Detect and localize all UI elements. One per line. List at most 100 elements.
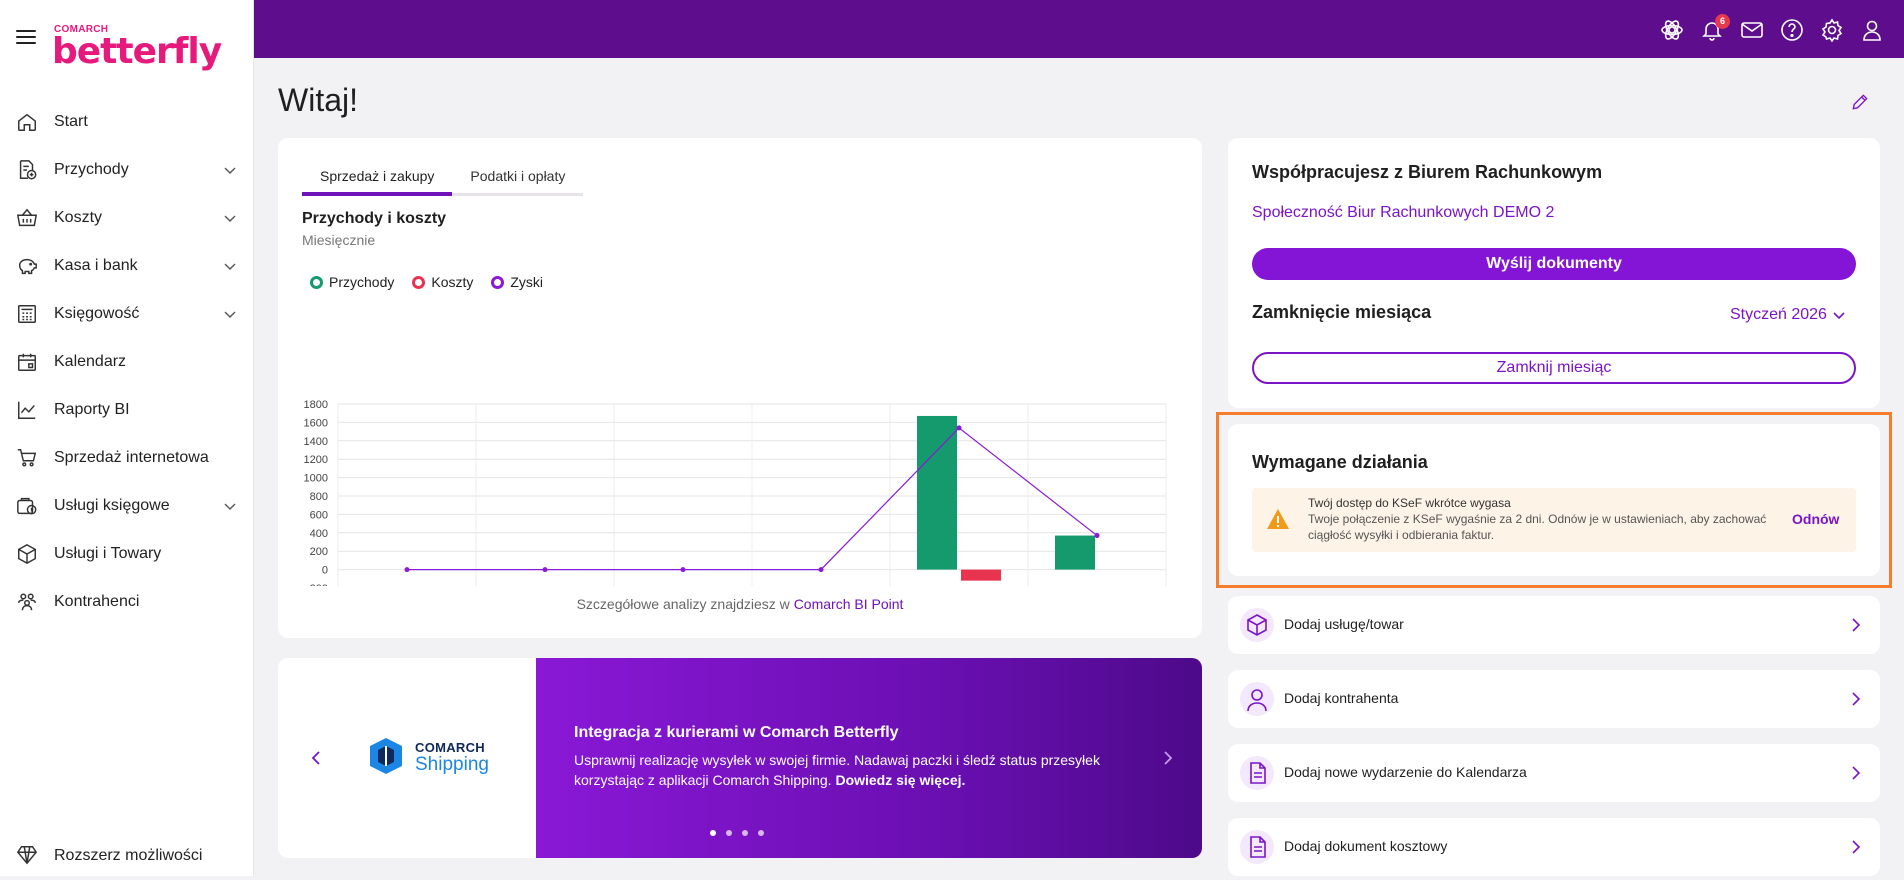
sidebar-item-sprzedaz-internetowa[interactable]: Sprzedaż internetowa	[0, 434, 254, 482]
integrations-icon[interactable]	[1660, 18, 1684, 42]
mail-icon[interactable]	[1740, 18, 1764, 42]
carousel-dot[interactable]	[726, 830, 732, 836]
renew-button[interactable]: Odnów	[1792, 511, 1840, 527]
y-tick-label: 600	[310, 509, 328, 521]
required-actions-title: Wymagane działania	[1252, 452, 1428, 472]
chevron-left-icon[interactable]	[308, 750, 324, 766]
sidebar-item-raporty-bi[interactable]: Raporty BI	[0, 386, 254, 434]
help-icon[interactable]	[1780, 18, 1804, 42]
month-close-title: Zamknięcie miesiąca	[1252, 302, 1432, 322]
alert-title: Twój dostęp do KSeF wkrótce wygasa	[1308, 496, 1511, 510]
sidebar-item-przychody[interactable]: Przychody	[0, 146, 254, 194]
pencil-icon[interactable]	[1850, 92, 1870, 112]
accounting-office-link[interactable]: Społeczność Biur Rachunkowych DEMO 2	[1252, 204, 1555, 221]
send-documents-button[interactable]: Wyślij dokumenty	[1252, 248, 1856, 280]
quick-action-add-contractor[interactable]: Dodaj kontrahenta	[1228, 670, 1880, 728]
month-select-value: Styczeń 2026	[1730, 306, 1827, 323]
shipping-logo-line1: COMARCH	[415, 740, 485, 755]
box-icon	[1240, 608, 1274, 642]
month-select[interactable]: Styczeń 2026	[1730, 306, 1845, 324]
point-zyski	[404, 567, 410, 573]
sidebar-item-rozszerz[interactable]: Rozszerz możliwości	[0, 832, 254, 880]
banner-content: Integracja z kurierami w Comarch Betterf…	[536, 658, 1202, 858]
sidebar-item-label: Księgowość	[54, 305, 140, 322]
calendar-icon	[18, 353, 36, 371]
chart-tabs: Sprzedaż i zakupy Podatki i opłaty	[302, 162, 584, 196]
sidebar-item-kontrahenci[interactable]: Kontrahenci	[0, 578, 254, 626]
banner-text: Usprawnij realizację wysyłek w swojej fi…	[574, 750, 1114, 790]
bar-chart: 180016001400120010008006004002000-200Wrz…	[304, 399, 1167, 586]
y-tick-label: -200	[306, 583, 328, 586]
carousel-dot[interactable]	[758, 830, 764, 836]
carousel-dot[interactable]	[710, 830, 716, 836]
logo-comarch: COMARCH	[54, 24, 109, 35]
bi-point-link[interactable]: Comarch BI Point	[793, 596, 904, 612]
sidebar-item-label: Koszty	[54, 209, 103, 226]
top-bar: 6	[254, 0, 1904, 58]
shipping-logo-icon	[370, 738, 402, 774]
y-tick-label: 800	[310, 491, 328, 503]
quick-action-add-event[interactable]: Dodaj nowe wydarzenie do Kalendarza	[1228, 744, 1880, 802]
legend-zyski[interactable]: Zyski	[491, 274, 543, 290]
notifications-button[interactable]: 6	[1700, 14, 1730, 42]
diamond-icon	[16, 846, 38, 865]
bar-koszty	[961, 569, 1001, 581]
y-tick-label: 200	[310, 546, 328, 558]
ksef-alert: Twój dostęp do KSeF wkrótce wygasa Twoje…	[1252, 488, 1856, 552]
settings-icon[interactable]	[1820, 18, 1844, 42]
legend-marker-icon	[412, 275, 426, 289]
sales-chart-card: Sprzedaż i zakupy Podatki i opłaty Przyc…	[278, 138, 1202, 638]
chevron-right-icon	[1852, 840, 1861, 854]
legend-koszty[interactable]: Koszty	[412, 274, 473, 290]
point-zyski	[956, 425, 962, 431]
chevron-down-icon	[1833, 312, 1845, 320]
sidebar-item-kasa-i-bank[interactable]: Kasa i bank	[0, 242, 254, 290]
y-tick-label: 1800	[304, 399, 328, 411]
banner-link[interactable]: Dowiedz się więcej.	[835, 772, 966, 788]
box-icon	[18, 543, 36, 565]
highlight-frame	[1216, 412, 1892, 588]
sidebar-item-label: Kontrahenci	[54, 593, 140, 610]
sidebar-item-label: Raporty BI	[54, 401, 130, 418]
sidebar-item-label: Kalendarz	[54, 353, 127, 370]
chevron-right-icon[interactable]	[1160, 750, 1176, 766]
hamburger-menu-icon[interactable]	[16, 30, 36, 46]
banner-description: Usprawnij realizację wysyłek w swojej fi…	[574, 752, 1100, 788]
bar-przychody	[1055, 535, 1095, 570]
tab-podatki[interactable]: Podatki i opłaty	[452, 162, 584, 196]
chevron-right-icon	[1852, 618, 1861, 632]
sidebar-item-label: Start	[54, 113, 88, 130]
basket-icon	[16, 208, 38, 227]
home-icon	[18, 113, 36, 131]
sidebar-item-kalendarz[interactable]: Kalendarz	[0, 338, 254, 386]
shipping-logo-line2: Shipping	[415, 754, 489, 775]
chevron-down-icon	[224, 263, 236, 270]
sidebar-item-uslugi-ksiegowe[interactable]: Usługi księgowe	[0, 482, 254, 530]
quick-action-add-cost-document[interactable]: Dodaj dokument kosztowy	[1228, 818, 1880, 876]
logo-betterfly[interactable]: betterfly	[52, 31, 222, 72]
promo-banner: COMARCH Shipping Integracja z kurierami …	[278, 658, 1202, 858]
sidebar-item-koszty[interactable]: Koszty	[0, 194, 254, 242]
legend-przychody[interactable]: Przychody	[310, 274, 394, 290]
legend-marker-icon	[310, 275, 323, 289]
notification-badge: 6	[1715, 14, 1730, 29]
legend-label: Koszty	[431, 274, 474, 290]
carousel-dots	[710, 830, 764, 836]
chevron-down-icon	[224, 503, 236, 510]
chart-subtitle: Miesięcznie	[302, 232, 376, 248]
quick-action-add-product[interactable]: Dodaj usługę/towar	[1228, 596, 1880, 654]
sidebar-item-start[interactable]: Start	[0, 98, 254, 146]
quick-action-label: Dodaj nowe wydarzenie do Kalendarza	[1284, 764, 1527, 780]
income-icon	[19, 160, 37, 180]
sidebar-item-uslugi-i-towary[interactable]: Usługi i Towary	[0, 530, 254, 578]
sidebar-item-ksiegowosc[interactable]: Księgowość	[0, 290, 254, 338]
document-icon	[1240, 830, 1274, 864]
carousel-dot[interactable]	[742, 830, 748, 836]
sidebar-nav: Start Przychody Koszty Kasa i bank Księg…	[0, 98, 254, 626]
tab-sprzedaz[interactable]: Sprzedaż i zakupy	[302, 162, 453, 196]
sidebar-item-label: Przychody	[54, 161, 129, 178]
y-tick-label: 400	[310, 528, 328, 540]
quick-action-label: Dodaj dokument kosztowy	[1284, 838, 1448, 854]
user-icon[interactable]	[1860, 18, 1884, 42]
close-month-button[interactable]: Zamknij miesiąc	[1252, 352, 1856, 384]
